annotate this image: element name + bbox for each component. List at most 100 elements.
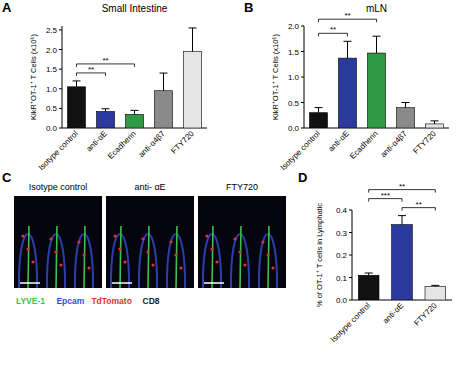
panel-label: D (298, 170, 307, 185)
x-tick-label: anti-α4β7 (137, 129, 168, 160)
cell (215, 260, 218, 263)
y-tick-label: 0.0 (288, 124, 300, 133)
x-tick-label: anti-αE (84, 129, 108, 153)
y-tick (59, 108, 62, 109)
error-cap (189, 27, 197, 28)
bar (397, 108, 415, 128)
micrograph (106, 196, 194, 288)
y-tick-label: 0.4 (336, 206, 348, 215)
legend-label: Epcam (56, 296, 84, 306)
error-cap (431, 120, 439, 121)
y-tick (59, 69, 62, 70)
cell (169, 240, 172, 243)
y-tick-label: 0.5 (288, 99, 300, 108)
error-bar (398, 216, 406, 225)
marks (358, 216, 445, 300)
lymphatic (84, 226, 85, 288)
cell (49, 237, 52, 240)
error-bar (102, 109, 110, 112)
title: mLN (366, 3, 387, 14)
cell (123, 260, 126, 263)
y-tick-label: 0.5 (46, 104, 58, 113)
y-tick (59, 49, 62, 50)
error-bar (189, 28, 197, 52)
y-tick (59, 88, 62, 89)
significance: ** (319, 25, 348, 36)
lymphatic (28, 226, 29, 288)
error-stem (163, 73, 164, 91)
lymphatic (148, 226, 149, 288)
cell (87, 266, 90, 269)
cell (174, 253, 177, 256)
y-tick (349, 232, 352, 233)
error-bar (431, 285, 439, 286)
lymphatic (56, 226, 57, 288)
error-bar (373, 36, 381, 53)
y-tick-label: 1.0 (46, 85, 58, 94)
bar (126, 114, 144, 128)
y-tick (349, 255, 352, 256)
lymphatic (268, 226, 269, 288)
error-cap (160, 73, 168, 74)
significance: ** (77, 56, 135, 67)
significance: *** (369, 191, 402, 202)
image-bg (106, 196, 194, 288)
error-cap (431, 285, 439, 286)
legend-label: TdTomato (91, 296, 131, 306)
legend-label: LYVE-1 (16, 296, 45, 306)
error-bar (365, 273, 373, 275)
significance-label: *** (381, 191, 390, 200)
x-tick-label: anti-αE (381, 301, 405, 325)
error-cap (73, 80, 81, 81)
error-bar (402, 103, 410, 108)
lymphatic (176, 226, 177, 288)
error-cap (402, 102, 410, 103)
error-bar (344, 41, 352, 58)
image-bg (198, 196, 286, 288)
micrograph (198, 196, 286, 288)
bar (392, 225, 413, 300)
y-tick (349, 300, 352, 301)
cell (118, 247, 121, 250)
cell (243, 263, 246, 266)
y-tick-label: 1.5 (46, 65, 58, 74)
bar (425, 287, 446, 301)
error-bar (315, 108, 323, 113)
error-stem (318, 108, 319, 113)
y-tick (59, 128, 62, 129)
image-title: FTY720 (226, 182, 258, 192)
chart: ASmall IntestineKikR⁺OT-1⁺ T Cells (x10⁶… (2, 0, 207, 172)
scale-bar (112, 282, 132, 284)
cell (59, 263, 62, 266)
y-axis (62, 26, 63, 128)
bar (155, 91, 173, 128)
error-stem (405, 103, 406, 108)
y-tick (349, 277, 352, 278)
y-label: KikR⁺OT-1⁺ T Cells (x10⁶) (29, 34, 38, 120)
cell (146, 250, 149, 253)
y-tick-label: 1.0 (288, 73, 300, 82)
error-bar (160, 73, 168, 91)
bar (426, 124, 444, 128)
y-tick (59, 29, 62, 30)
x-tick-label: FTY720 (411, 129, 438, 156)
error-cap (315, 107, 323, 108)
significance-label: ** (330, 25, 336, 34)
significance: ** (319, 11, 377, 22)
cell (151, 263, 154, 266)
cell (26, 247, 29, 250)
cell (77, 240, 80, 243)
error-cap (102, 108, 110, 109)
figure: ASmall IntestineKikR⁺OT-1⁺ T Cells (x10⁶… (0, 0, 474, 366)
chart: BmLNKikR⁺OT-1⁺ T Cells (x10⁶)0.00.51.01.… (244, 0, 449, 172)
error-stem (376, 36, 377, 53)
error-cap (131, 110, 139, 111)
bar (310, 113, 328, 128)
x-tick-label: anti-αE (326, 129, 350, 153)
x-tick-label: Isotype control (329, 301, 372, 344)
significance-label: ** (102, 56, 108, 65)
scale-bar (20, 282, 40, 284)
y-tick (301, 26, 304, 27)
marks (310, 36, 444, 128)
bar (368, 53, 386, 128)
